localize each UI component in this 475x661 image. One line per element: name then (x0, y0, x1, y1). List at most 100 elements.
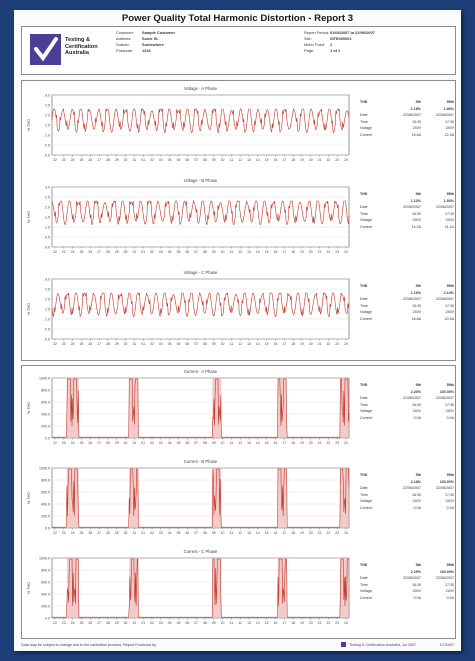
table-cell: 0.0A (413, 505, 421, 510)
x-tick-label: 20 (309, 342, 313, 346)
table-cell: 14.2A (411, 224, 421, 229)
table-cell: 0.0A (413, 595, 421, 600)
y-tick-label: 1.0 (45, 225, 50, 229)
table-header-cell: 5th (415, 473, 421, 478)
table-cell: 0.0A (446, 415, 454, 420)
table-row: Current 15.6A 22.4A (360, 132, 454, 139)
y-tick-label: 600.0 (41, 490, 50, 494)
meta-row: Report Period:01/06/2007 to 22/06/2007 (304, 30, 375, 36)
table-cell: Voltage (360, 589, 372, 594)
checkmark-logo-icon (30, 34, 61, 65)
x-tick-label: 30 (124, 250, 128, 254)
x-tick-label: 23 (62, 441, 66, 445)
x-tick-label: 19 (300, 621, 304, 625)
table-cell: Current (360, 505, 372, 510)
y-tick-label: 0.5 (45, 235, 50, 239)
x-tick-label: 06 (185, 250, 189, 254)
table-cell: 15.6A (411, 132, 421, 137)
table-header: THD 5th 95th (360, 283, 454, 290)
table-cell: Date (360, 396, 368, 401)
x-tick-label: 26 (88, 621, 92, 625)
meta-row: Site: SITE000001 (304, 36, 375, 42)
table-cell: 16:30 (412, 303, 421, 308)
table-header-cell: THD (360, 473, 368, 478)
x-tick-label: 29 (115, 342, 119, 346)
table-header-cell: 95th (446, 383, 454, 388)
chart-title: Current - B Phase (184, 459, 218, 464)
x-tick-label: 16 (274, 621, 278, 625)
x-tick-label: 30 (124, 621, 128, 625)
x-tick-label: 28 (106, 342, 110, 346)
x-tick-label: 27 (97, 342, 101, 346)
x-tick-label: 03 (159, 158, 163, 162)
footer-company-text: Testing & Certification Australia, Jul 2… (349, 642, 416, 647)
x-tick-label: 22 (53, 621, 57, 625)
current-chart-svg: Current - C Phase 1000.0 800.0 600.0 400.0 20… (27, 549, 350, 625)
x-tick-label: 17 (282, 158, 286, 162)
x-tick-label: 01 (141, 531, 145, 535)
mini-logo-icon (341, 642, 347, 647)
x-tick-label: 11 (230, 342, 234, 346)
table-cell: 22/06/2007 (436, 486, 454, 491)
x-tick-label: 31 (132, 250, 136, 254)
table-cell: Date (360, 486, 368, 491)
x-tick-label: 08 (203, 531, 207, 535)
x-tick-label: 16 (274, 158, 278, 162)
table-cell: 240V (412, 310, 421, 315)
meta-value: Sample Customer (142, 30, 176, 35)
table-percent-cell: 2.18% (410, 479, 421, 484)
x-tick-label: 19 (300, 158, 304, 162)
x-tick-label: 15 (265, 531, 269, 535)
y-tick-label: 800.0 (41, 568, 50, 572)
x-tick-label: 04 (168, 621, 172, 625)
table-header-cell: THD (360, 284, 368, 289)
table-row: Voltage 240V 240V (360, 309, 454, 316)
table-cell: 0.0A (446, 505, 454, 510)
voltage-thd-summary-table: THD 5th 95th 1.16% 2.14% Date 22/06/2007 22/06/… (360, 283, 454, 322)
meta-key: Site: (304, 36, 312, 41)
meta-value: SITE000001 (330, 36, 352, 41)
y-tick-label: 200.0 (41, 604, 50, 608)
x-tick-label: 08 (203, 441, 207, 445)
x-tick-label: 05 (177, 531, 181, 535)
x-tick-label: 01 (141, 342, 145, 346)
x-tick-label: 08 (203, 158, 207, 162)
table-cell: 240V (412, 218, 421, 223)
x-tick-label: 05 (177, 441, 181, 445)
x-tick-label: 02 (150, 531, 154, 535)
plot-area (51, 557, 350, 619)
table-header: THD 5th 95th (360, 382, 454, 389)
x-tick-label: 19 (300, 441, 304, 445)
table-row: Voltage 240V 240V (360, 125, 454, 132)
plot-area (51, 467, 350, 529)
table-percent-row: 1.18% 1.86% (360, 106, 454, 113)
y-tick-label: 1.5 (45, 307, 50, 311)
x-tick-label: 07 (194, 342, 198, 346)
table-cell: 240V (445, 589, 454, 594)
table-cell: 240V (412, 589, 421, 594)
table-cell: Voltage (360, 218, 372, 223)
meta-key: Customer: (116, 30, 134, 35)
table-cell: Current (360, 224, 372, 229)
x-tick-label: 17 (282, 441, 286, 445)
table-cell: 240V (445, 126, 454, 131)
x-tick-label: 11 (230, 621, 234, 625)
x-tick-label: 06 (185, 531, 189, 535)
y-tick-label: 600.0 (41, 580, 50, 584)
table-header-cell: 95th (446, 192, 454, 197)
meta-value: Some St. (142, 36, 159, 41)
table-header-cell: 95th (446, 284, 454, 289)
table-cell: 22/06/2007 (436, 113, 454, 118)
y-tick-label: 1000.0 (39, 556, 50, 560)
table-cell: 17:30 (445, 119, 454, 124)
footer-note: Data may be subject to change due to the… (21, 642, 157, 647)
y-tick-label: 0.0 (45, 153, 50, 157)
x-tick-label: 26 (88, 250, 92, 254)
current-chart-svg: Current - A Phase 1000.0 800.0 600.0 400.0 20… (27, 369, 350, 445)
x-tick-label: 03 (159, 531, 163, 535)
x-tick-label: 25 (80, 531, 84, 535)
table-row: Current 0.0A 0.0A (360, 415, 454, 422)
table-percent-cell: 1.12% (410, 198, 421, 203)
report-title: Power Quality Total Harmonic Distortion … (121, 13, 354, 24)
meta-value: Somewhere (142, 42, 164, 47)
